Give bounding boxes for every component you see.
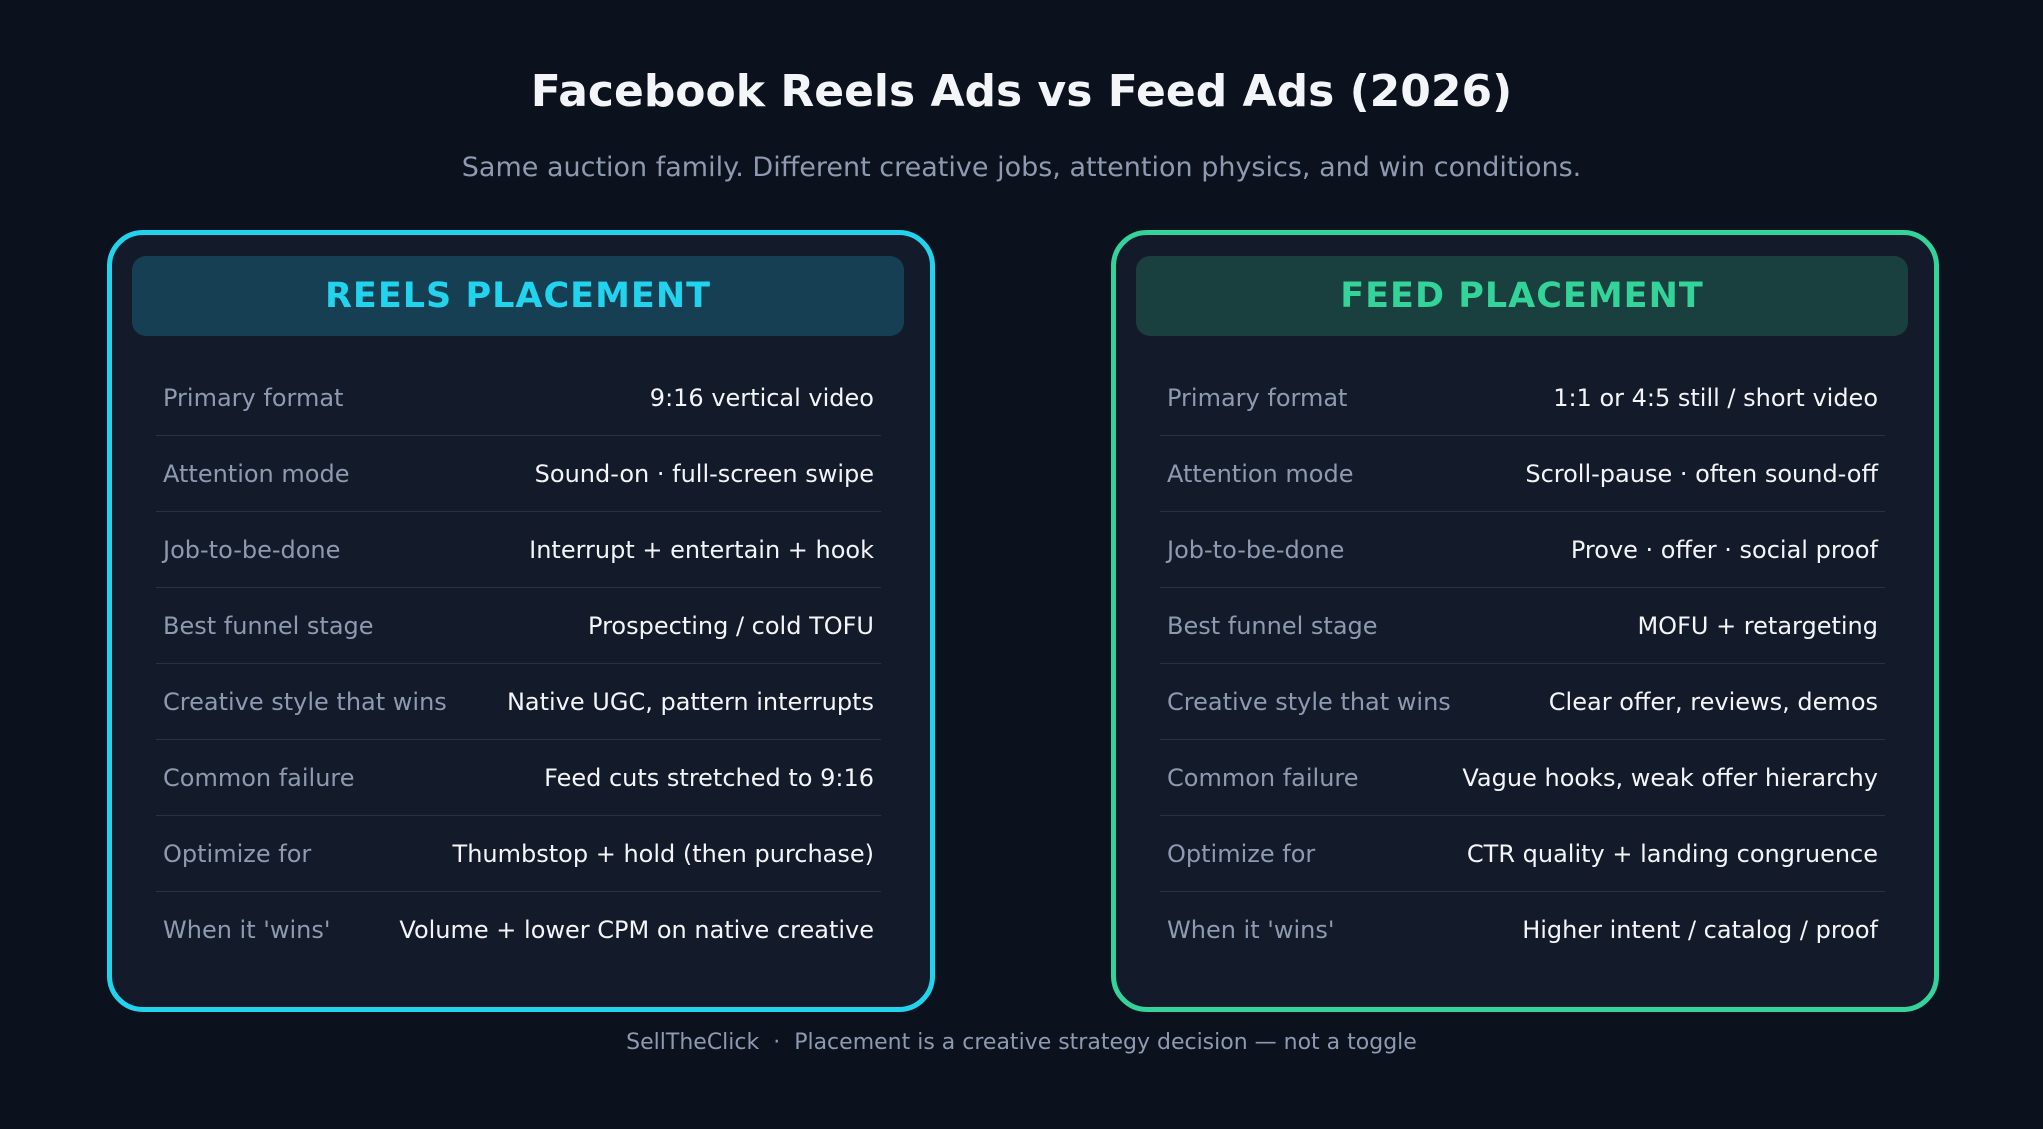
row-label: Common failure	[163, 763, 355, 792]
page-subtitle: Same auction family. Different creative …	[461, 152, 1582, 183]
row-value: 1:1 or 4:5 still / short video	[1553, 383, 1878, 412]
feed-card-header: FEED PLACEMENT	[1136, 256, 1908, 336]
reels-row-job-to-be-done: Job-to-be-done Interrupt + entertain + h…	[156, 512, 881, 588]
row-label: Common failure	[1167, 763, 1359, 792]
row-value: Vague hooks, weak offer hierarchy	[1462, 763, 1878, 792]
feed-row-creative-style: Creative style that wins Clear offer, re…	[1160, 664, 1885, 740]
reels-row-creative-style: Creative style that wins Native UGC, pat…	[156, 664, 881, 740]
row-value: Feed cuts stretched to 9:16	[544, 763, 874, 792]
feed-placement-card: FEED PLACEMENT Primary format 1:1 or 4:5…	[1111, 230, 1939, 1012]
footer-caption: SellTheClick · Placement is a creative s…	[626, 1030, 1417, 1055]
reels-row-attention-mode: Attention mode Sound-on · full-screen sw…	[156, 436, 881, 512]
row-label: Best funnel stage	[163, 611, 374, 640]
row-value: CTR quality + landing congruence	[1466, 839, 1878, 868]
feed-row-common-failure: Common failure Vague hooks, weak offer h…	[1160, 740, 1885, 816]
page-title: Facebook Reels Ads vs Feed Ads (2026)	[530, 66, 1513, 117]
row-label: Best funnel stage	[1167, 611, 1378, 640]
row-value: Native UGC, pattern interrupts	[506, 687, 874, 716]
feed-row-when-it-wins: When it 'wins' Higher intent / catalog /…	[1160, 892, 1885, 968]
feed-row-primary-format: Primary format 1:1 or 4:5 still / short …	[1160, 360, 1885, 436]
row-value: 9:16 vertical video	[649, 383, 874, 412]
feed-rows: Primary format 1:1 or 4:5 still / short …	[1160, 360, 1885, 968]
row-label: Primary format	[163, 383, 344, 412]
row-value: Clear offer, reviews, demos	[1548, 687, 1878, 716]
row-label: Attention mode	[1167, 459, 1354, 488]
row-value: Scroll-pause · often sound-off	[1525, 459, 1878, 488]
reels-rows: Primary format 9:16 vertical video Atten…	[156, 360, 881, 968]
row-label: When it 'wins'	[1167, 916, 1335, 944]
row-label: Optimize for	[1167, 839, 1316, 868]
feed-row-optimize-for: Optimize for CTR quality + landing congr…	[1160, 816, 1885, 892]
row-label: Primary format	[1167, 383, 1348, 412]
feed-row-best-funnel-stage: Best funnel stage MOFU + retargeting	[1160, 588, 1885, 664]
reels-row-common-failure: Common failure Feed cuts stretched to 9:…	[156, 740, 881, 816]
feed-row-job-to-be-done: Job-to-be-done Prove · offer · social pr…	[1160, 512, 1885, 588]
row-value: Prospecting / cold TOFU	[588, 611, 874, 640]
row-value: Volume + lower CPM on native creative	[399, 916, 874, 944]
reels-row-best-funnel-stage: Best funnel stage Prospecting / cold TOF…	[156, 588, 881, 664]
row-value: Prove · offer · social proof	[1570, 535, 1878, 564]
row-label: Creative style that wins	[1167, 687, 1451, 716]
reels-row-when-it-wins: When it 'wins' Volume + lower CPM on nat…	[156, 892, 881, 968]
row-value: Interrupt + entertain + hook	[529, 535, 874, 564]
reels-row-optimize-for: Optimize for Thumbstop + hold (then purc…	[156, 816, 881, 892]
row-label: Job-to-be-done	[1167, 535, 1345, 564]
row-label: Job-to-be-done	[163, 535, 341, 564]
row-value: MOFU + retargeting	[1637, 611, 1878, 640]
row-value: Sound-on · full-screen swipe	[534, 459, 874, 488]
row-label: When it 'wins'	[163, 916, 331, 944]
row-label: Creative style that wins	[163, 687, 447, 716]
row-value: Higher intent / catalog / proof	[1522, 916, 1878, 944]
row-label: Optimize for	[163, 839, 312, 868]
reels-row-primary-format: Primary format 9:16 vertical video	[156, 360, 881, 436]
feed-row-attention-mode: Attention mode Scroll-pause · often soun…	[1160, 436, 1885, 512]
reels-card-header: REELS PLACEMENT	[132, 256, 904, 336]
row-value: Thumbstop + hold (then purchase)	[452, 839, 874, 868]
reels-placement-card: REELS PLACEMENT Primary format 9:16 vert…	[107, 230, 935, 1012]
row-label: Attention mode	[163, 459, 350, 488]
